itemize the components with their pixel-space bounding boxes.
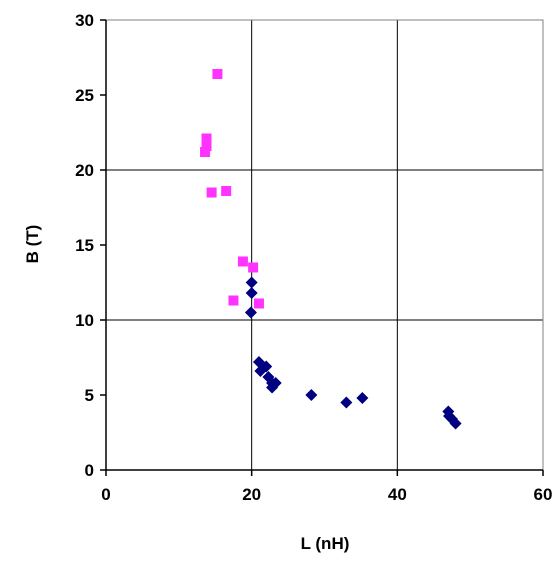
y-tick-label-5: 25 [75, 86, 94, 105]
y-tick-labels: 0 5 10 15 20 25 30 [75, 11, 106, 480]
point-s1-9 [269, 377, 282, 389]
point-s0-7 [248, 262, 259, 273]
point-s1-5 [260, 360, 273, 373]
x-axis-title: L (nH) [301, 534, 350, 553]
point-s1-0 [245, 276, 258, 289]
point-s0-3 [200, 147, 211, 157]
point-s1-16 [449, 417, 462, 430]
point-s1-1 [245, 287, 258, 299]
y-tick-label-3: 15 [75, 236, 94, 255]
y-tick-label-1: 5 [85, 386, 94, 405]
point-s0-5 [221, 186, 232, 196]
point-s1-11 [340, 396, 353, 409]
y-tick-label-0: 0 [85, 461, 94, 480]
point-s1-12 [356, 392, 369, 404]
point-s0-8 [228, 295, 239, 306]
point-s0-2 [201, 141, 212, 151]
x-tick-label-1: 20 [242, 485, 261, 504]
y-tick-label-2: 10 [75, 311, 94, 330]
y-tick-label-6: 30 [75, 11, 94, 30]
point-s0-6 [237, 256, 248, 267]
data-points [200, 69, 462, 430]
point-s1-2 [244, 306, 257, 319]
y-tick-label-4: 20 [75, 161, 94, 180]
x-tick-label-2: 40 [388, 485, 407, 504]
x-tick-labels: 0 20 40 60 [101, 470, 552, 504]
x-tick-label-3: 60 [534, 485, 553, 504]
y-axis-title: B (T) [23, 225, 42, 264]
plot-area [105, 19, 544, 471]
point-s1-10 [305, 389, 318, 401]
point-s0-1 [201, 133, 212, 144]
point-s0-0 [212, 69, 223, 79]
point-s0-4 [206, 187, 217, 198]
plot-border [105, 19, 544, 471]
point-s0-9 [253, 298, 264, 309]
grid-lines [106, 20, 543, 470]
x-tick-label-0: 0 [101, 485, 110, 504]
